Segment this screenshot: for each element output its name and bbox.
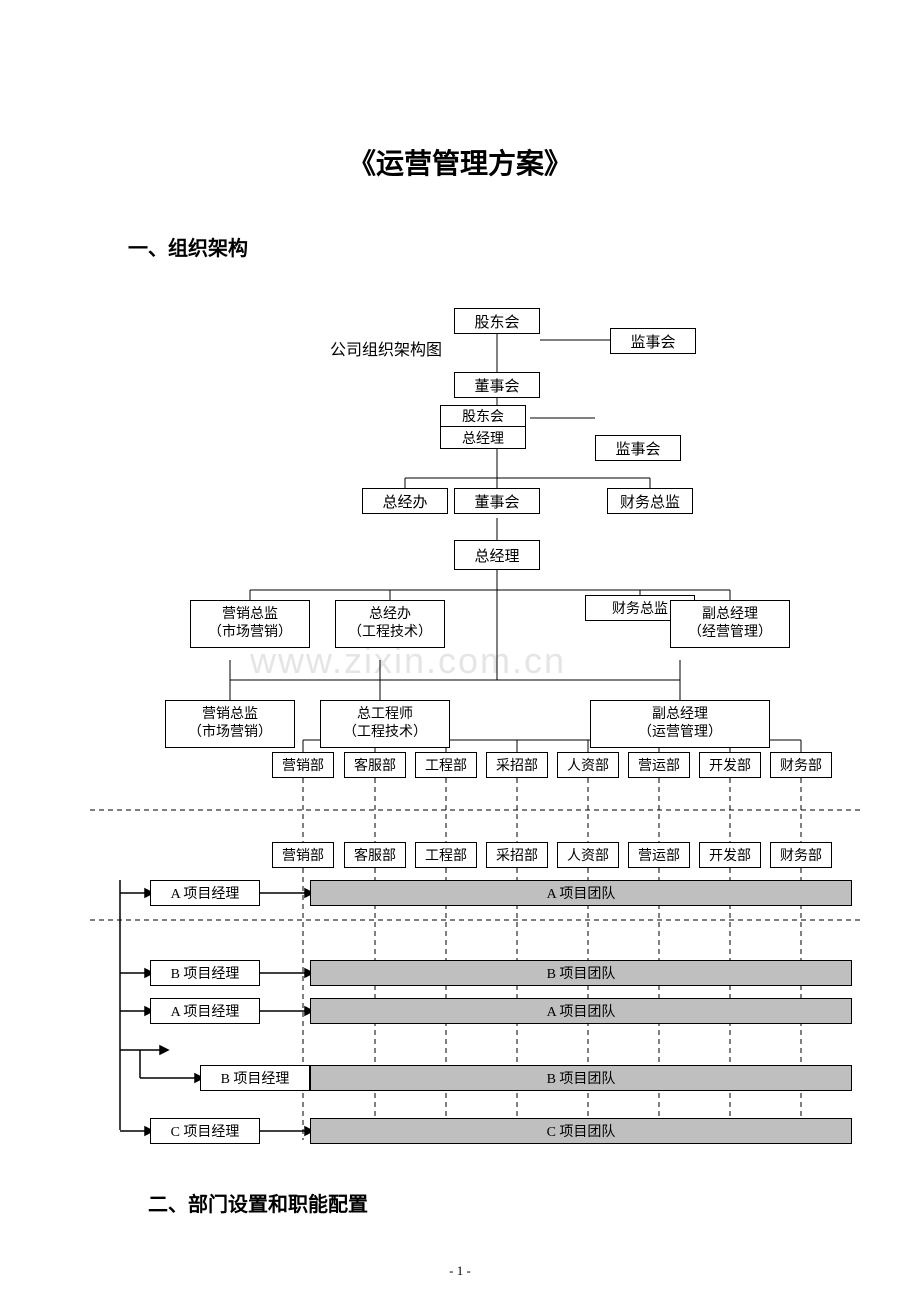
- dept-eng-2: 工程部: [415, 842, 477, 868]
- team-b-2: B 项目团队: [310, 1065, 852, 1091]
- node-deputy-gm-2: 副总经理 （运营管理）: [590, 700, 770, 748]
- text: 副总经理: [702, 606, 758, 624]
- dept-ops-2: 营运部: [628, 842, 690, 868]
- dept-fin-1: 财务部: [770, 752, 832, 778]
- node-gm-office-1: 总经办: [362, 488, 448, 514]
- page: 《运营管理方案》 一、组织架构 www.zixin.com.cn 公司组织架构图: [0, 0, 920, 1302]
- text: 营销总监: [222, 606, 278, 624]
- node-gm: 总经理: [454, 540, 540, 570]
- node-gm-label: 总经理: [440, 427, 526, 449]
- dept-proc-1: 采招部: [486, 752, 548, 778]
- page-number: - 1 -: [0, 1263, 920, 1279]
- text: 副总经理: [652, 706, 708, 724]
- node-deputy-gm-1: 副总经理 （经营管理）: [670, 600, 790, 648]
- node-cfo-1: 财务总监: [607, 488, 693, 514]
- dept-dev-1: 开发部: [699, 752, 761, 778]
- dept-ops-1: 营运部: [628, 752, 690, 778]
- chart-label: 公司组织架构图: [330, 336, 442, 360]
- pm-a-1: A 项目经理: [150, 880, 260, 906]
- text: 营销总监: [202, 706, 258, 724]
- text: （市场营销）: [188, 724, 272, 742]
- dept-proc-2: 采招部: [486, 842, 548, 868]
- node-shareholders-1: 股东会: [454, 308, 540, 334]
- text: 总工程师: [357, 706, 413, 724]
- dept-hr-1: 人资部: [557, 752, 619, 778]
- node-chief-eng: 总工程师 （工程技术）: [320, 700, 450, 748]
- dept-cs-2: 客服部: [344, 842, 406, 868]
- node-marketing-dir-2: 营销总监 （市场营销）: [165, 700, 295, 748]
- text: （运营管理）: [638, 724, 722, 742]
- doc-title: 《运营管理方案》: [0, 142, 920, 182]
- text: （市场营销）: [208, 624, 292, 642]
- node-gm-office-2: 总经办 （工程技术）: [335, 600, 445, 648]
- section-1-heading: 一、组织架构: [128, 232, 248, 261]
- dept-hr-2: 人资部: [557, 842, 619, 868]
- pm-b-2: B 项目经理: [200, 1065, 310, 1091]
- node-supervisors-1: 监事会: [610, 328, 696, 354]
- team-a-1: A 项目团队: [310, 880, 852, 906]
- dept-fin-2: 财务部: [770, 842, 832, 868]
- dept-sales-2: 营销部: [272, 842, 334, 868]
- node-supervisors-2: 监事会: [595, 435, 681, 461]
- text: 总经办: [369, 606, 411, 624]
- team-c: C 项目团队: [310, 1118, 852, 1144]
- text: （经营管理）: [688, 624, 772, 642]
- dept-sales-1: 营销部: [272, 752, 334, 778]
- pm-b-1: B 项目经理: [150, 960, 260, 986]
- node-marketing-dir-1: 营销总监 （市场营销）: [190, 600, 310, 648]
- node-board-2: 董事会: [454, 488, 540, 514]
- text: （工程技术）: [348, 624, 432, 642]
- text: （工程技术）: [343, 724, 427, 742]
- dept-cs-1: 客服部: [344, 752, 406, 778]
- dept-dev-2: 开发部: [699, 842, 761, 868]
- pm-a-2: A 项目经理: [150, 998, 260, 1024]
- node-shareholders-2: 股东会: [440, 405, 526, 427]
- dept-eng-1: 工程部: [415, 752, 477, 778]
- team-b-1: B 项目团队: [310, 960, 852, 986]
- pm-c: C 项目经理: [150, 1118, 260, 1144]
- team-a-2: A 项目团队: [310, 998, 852, 1024]
- section-2-heading: 二、部门设置和职能配置: [148, 1188, 368, 1217]
- node-board-1: 董事会: [454, 372, 540, 398]
